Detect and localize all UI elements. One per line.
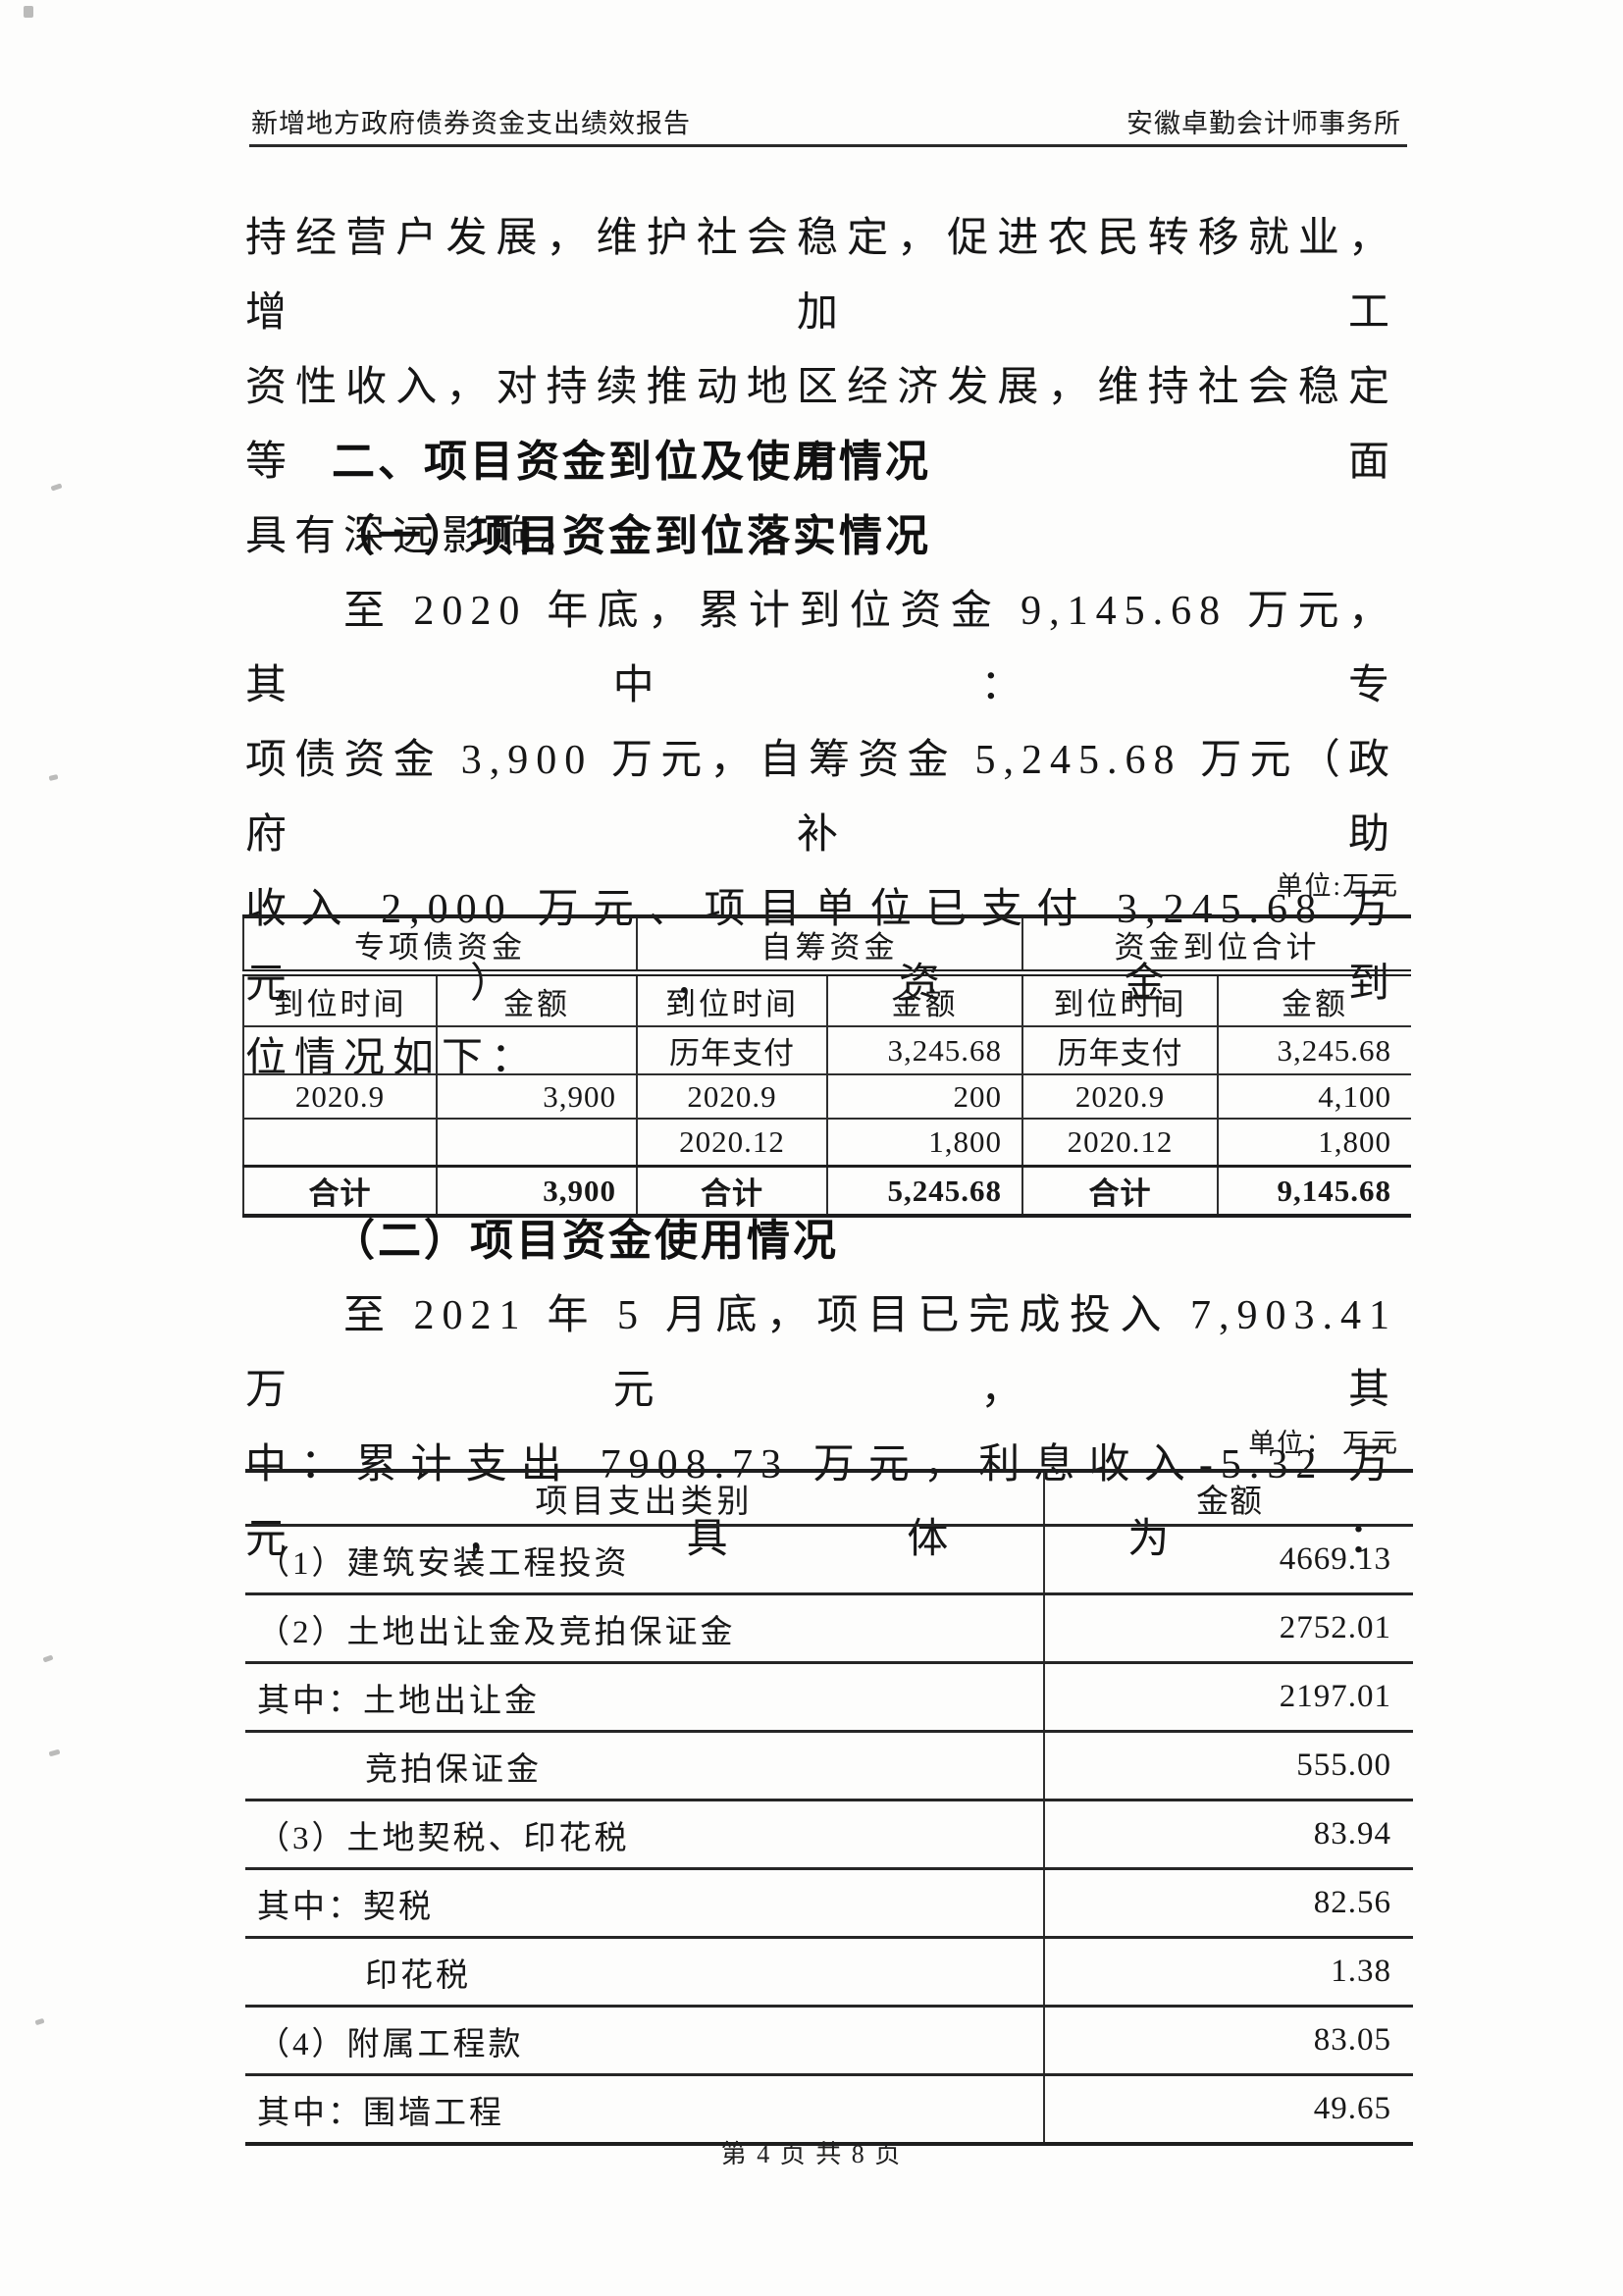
cell: 3,245.68 [1217, 1026, 1411, 1075]
cell: 200 [826, 1074, 1022, 1120]
cell: 3,900 [436, 1165, 637, 1216]
section-heading-2-1: （一）项目资金到位落实情况 [332, 512, 931, 560]
cell: 9,145.68 [1217, 1165, 1411, 1216]
scan-speck [42, 1654, 54, 1663]
cell: 4,100 [1217, 1074, 1411, 1120]
scan-speck [34, 2017, 45, 2026]
paragraph-line: 项债资金 3,900 万元，自筹资金 5,245.68 万元（政府补助 [245, 738, 1397, 858]
scan-speck [50, 483, 63, 492]
cell [242, 1026, 437, 1075]
cell: 1,800 [826, 1119, 1022, 1168]
category-cell: （1）建筑安装工程投资 [245, 1525, 1044, 1595]
table-row: （3）土地契税、印花税 83.94 [245, 1800, 1413, 1870]
category-cell: （2）土地出让金及竞拍保证金 [245, 1593, 1044, 1664]
amount-cell: 1.38 [1043, 1937, 1413, 2008]
table-row: 其中：围墙工程 49.65 [245, 2074, 1413, 2144]
col-header: 金额 [436, 972, 637, 1027]
group-header-special-bond: 专项债资金 [242, 916, 637, 976]
amount-cell: 82.56 [1043, 1868, 1413, 1939]
cell [242, 1119, 437, 1168]
col-header-category: 项目支出类别 [245, 1471, 1044, 1527]
cell [436, 1026, 637, 1075]
paragraph-line: 资性收入，对持续推动地区经济发展，维持社会稳定等方面 [245, 365, 1397, 485]
table-row: 2020.9 3,900 2020.9 200 2020.9 4,100 [242, 1074, 1411, 1120]
col-header: 金额 [1217, 972, 1411, 1027]
table-row: 竞拍保证金 555.00 [245, 1731, 1413, 1801]
header-firm-name: 安徽卓勤会计师事务所 [1126, 109, 1401, 138]
cell: 5,245.68 [826, 1165, 1022, 1216]
header-rule [249, 144, 1407, 147]
col-header: 到位时间 [1021, 972, 1218, 1027]
cell: 2020.12 [636, 1119, 827, 1168]
scan-speck [48, 773, 59, 782]
col-header: 到位时间 [636, 972, 827, 1027]
funding-arrival-table: 专项债资金 自筹资金 资金到位合计 到位时间 金额 到位时间 金额 到位时间 金… [242, 914, 1411, 1218]
paragraph-line: 具有深远影响。 [245, 514, 590, 559]
section-heading-2: 二、项目资金到位及使用情况 [332, 438, 931, 486]
paragraph-1: 持经营户发展，维护社会稳定，促进农民转移就业，增加工 资性收入，对持续推动地区经… [245, 201, 1397, 574]
category-cell: 其中：围墙工程 [257, 2095, 504, 2131]
unit-label-table1: 单位:万元 [1276, 871, 1399, 901]
col-header-amount: 金额 [1043, 1471, 1413, 1527]
cell: 历年支付 [1021, 1026, 1218, 1075]
paragraph-line: 持经营户发展，维护社会稳定，促进农民转移就业，增加工 [245, 216, 1397, 336]
category-cell: （4）附属工程款 [245, 2006, 1044, 2076]
cell: 3,245.68 [826, 1026, 1022, 1075]
col-header: 到位时间 [242, 972, 437, 1027]
cell: 3,900 [436, 1074, 637, 1120]
expenditure-table: 项目支出类别 金额 （1）建筑安装工程投资 4669.13 （2）土地出让金及竞… [245, 1469, 1413, 2146]
table-row: （1）建筑安装工程投资 4669.13 [245, 1525, 1413, 1595]
cell: 2020.9 [242, 1074, 437, 1120]
amount-cell: 2197.01 [1043, 1662, 1413, 1733]
cell: 历年支付 [636, 1026, 827, 1075]
table-row: 印花税 1.38 [245, 1937, 1413, 2008]
scan-speck [24, 6, 33, 18]
cell: 合计 [242, 1165, 437, 1216]
table-group-header-row: 专项债资金 自筹资金 资金到位合计 [242, 916, 1411, 976]
amount-cell: 49.65 [1043, 2074, 1413, 2144]
amount-cell: 83.05 [1043, 2006, 1413, 2076]
cell: 合计 [636, 1165, 827, 1216]
table-row: 历年支付 3,245.68 历年支付 3,245.68 [242, 1026, 1411, 1075]
table-header-row: 项目支出类别 金额 [245, 1471, 1413, 1527]
category-cell: 其中：土地出让金 [245, 1662, 1044, 1733]
category-cell: （3）土地契税、印花税 [245, 1800, 1044, 1870]
cell: 1,800 [1217, 1119, 1411, 1168]
cell: 合计 [1021, 1165, 1218, 1216]
table-row: 其中：契税 82.56 [245, 1868, 1413, 1939]
cell [436, 1119, 637, 1168]
table-row: （2）土地出让金及竞拍保证金 2752.01 [245, 1593, 1413, 1664]
amount-cell: 555.00 [1043, 1731, 1413, 1801]
cell: 2020.12 [1021, 1119, 1218, 1168]
table-row: 其中：土地出让金 2197.01 [245, 1662, 1413, 1733]
page-header: 新增地方政府债券资金支出绩效报告 安徽卓勤会计师事务所 [251, 102, 1401, 140]
section-heading-2-2: （二）项目资金使用情况 [332, 1217, 839, 1265]
category-cell: 竞拍保证金 [245, 1731, 1044, 1801]
unit-label-table2: 单位： 万元 [1248, 1429, 1399, 1458]
paragraph-line: 至 2020 年底，累计到位资金 9,145.68 万元，其中：专 [245, 589, 1397, 708]
amount-cell: 4669.13 [1043, 1525, 1413, 1595]
table-row: 2020.12 1,800 2020.12 1,800 [242, 1119, 1411, 1168]
footer-page-number: 第 4 页 共 8 页 [720, 2140, 903, 2168]
group-header-self-raised: 自筹资金 [636, 916, 1022, 976]
header-report-title: 新增地方政府债券资金支出绩效报告 [251, 109, 691, 138]
category-cell: 其中：契税 [245, 1868, 1044, 1939]
cell: 2020.9 [1021, 1074, 1218, 1120]
col-header: 金额 [826, 972, 1022, 1027]
table-subheader-row: 到位时间 金额 到位时间 金额 到位时间 金额 [242, 972, 1411, 1027]
table-total-row: 合计 3,900 合计 5,245.68 合计 9,145.68 [242, 1165, 1411, 1216]
paragraph-line: 至 2021 年 5 月底，项目已完成投入 7,903.41 万元，其 [245, 1293, 1397, 1413]
group-header-total: 资金到位合计 [1021, 916, 1411, 976]
amount-cell: 83.94 [1043, 1800, 1413, 1870]
amount-cell: 2752.01 [1043, 1593, 1413, 1664]
cell: 2020.9 [636, 1074, 827, 1120]
scan-speck [48, 1748, 61, 1757]
category-cell: 印花税 [245, 1937, 1044, 2008]
table-row: （4）附属工程款 83.05 [245, 2006, 1413, 2076]
